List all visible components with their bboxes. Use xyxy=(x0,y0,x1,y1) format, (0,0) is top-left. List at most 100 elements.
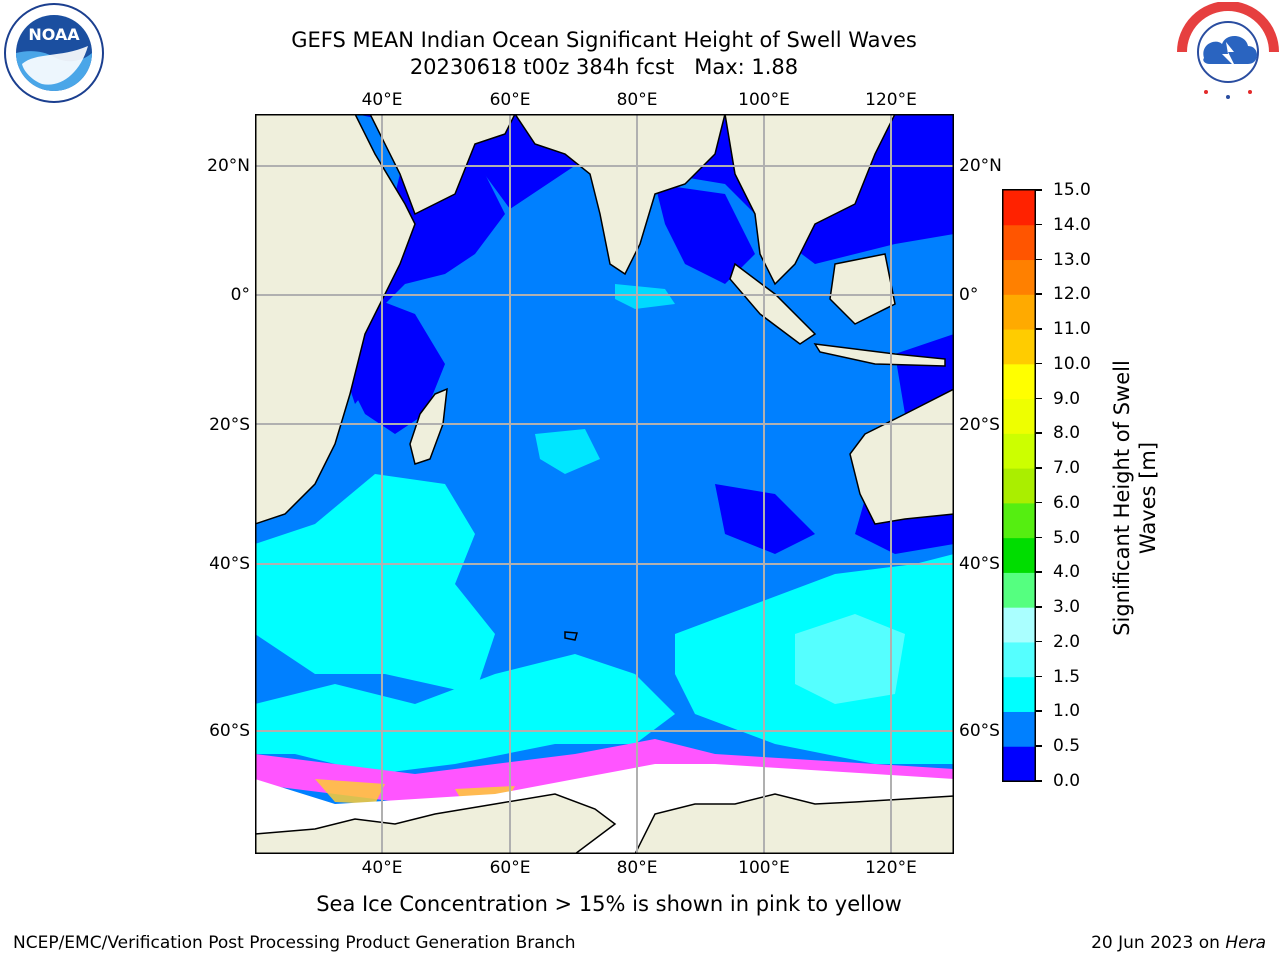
colorbar-segment xyxy=(1003,224,1035,261)
colorbar-tick xyxy=(1036,571,1042,573)
colorbar-tick xyxy=(1036,432,1042,434)
colorbar-label: 9.0 xyxy=(1053,388,1081,409)
india-land xyxy=(514,114,726,276)
colorbar-segment xyxy=(1003,259,1035,295)
sea-ice-note: Sea Ice Concentration > 15% is shown in … xyxy=(316,892,902,916)
swell-band-1-1.5-mid xyxy=(535,429,600,474)
colorbar-segment xyxy=(1003,190,1035,226)
colorbar-tick xyxy=(1036,223,1042,226)
colorbar-label: 14.0 xyxy=(1053,214,1091,235)
footer-host: Hera xyxy=(1225,933,1266,953)
lat-tick-right-60s: 60°S xyxy=(959,721,1000,741)
borneo-land xyxy=(829,253,896,325)
colorbar-title-line2: Waves [m] xyxy=(1136,441,1160,555)
sea-ice-band xyxy=(255,739,954,804)
colorbar-label: 2.0 xyxy=(1053,631,1081,652)
colorbar-label: 11.0 xyxy=(1053,319,1091,340)
colorbar-label: 4.0 xyxy=(1053,562,1081,583)
colorbar-tick xyxy=(1036,467,1042,469)
swell-band-1-1.5-south xyxy=(255,654,675,774)
colorbar-tick xyxy=(1036,501,1042,504)
lon-tick-bottom-80e: 80°E xyxy=(616,858,658,878)
lat-tick-left-20n: 20°N xyxy=(207,156,250,176)
colorbar-segment xyxy=(1003,329,1035,365)
lat-tick-left-60s: 60°S xyxy=(209,721,250,741)
colorbar-segment xyxy=(1003,572,1035,608)
colorbar-label: 13.0 xyxy=(1053,249,1091,270)
australia-land xyxy=(849,388,954,525)
colorbar-tick xyxy=(1036,640,1042,643)
nws-logo-icon xyxy=(1177,2,1279,99)
lon-tick-top-100e: 100°E xyxy=(738,90,790,110)
map-subtitle: 20230618 t00z 384h fcst Max: 1.88 xyxy=(409,55,799,79)
colorbar-segment xyxy=(1003,468,1035,504)
colorbar-tick xyxy=(1036,536,1042,539)
lon-tick-bottom-60e: 60°E xyxy=(489,858,531,878)
colorbar-segment xyxy=(1003,433,1035,469)
colorbar-label: 10.0 xyxy=(1053,353,1091,374)
colorbar-tick xyxy=(1036,745,1042,747)
colorbar-segment xyxy=(1003,641,1035,678)
colorbar-tick xyxy=(1036,362,1042,365)
lat-tick-right-0: 0° xyxy=(959,285,979,305)
colorbar-tick xyxy=(1036,710,1042,712)
colorbar-tick xyxy=(1036,189,1042,191)
lat-tick-right-20n: 20°N xyxy=(959,156,1002,176)
map-title: GEFS MEAN Indian Ocean Significant Heigh… xyxy=(291,28,917,52)
colorbar-segment xyxy=(1003,711,1035,747)
lon-tick-top-40e: 40°E xyxy=(361,90,403,110)
lon-tick-top-80e: 80°E xyxy=(616,90,658,110)
colorbar-tick xyxy=(1036,258,1042,261)
colorbar-frame xyxy=(1002,189,1036,782)
java-land xyxy=(813,343,946,367)
colorbar-segment xyxy=(1003,363,1035,400)
colorbar-label: 6.0 xyxy=(1053,492,1081,513)
colorbar-tick xyxy=(1036,397,1042,400)
lat-tick-left-20s: 20°S xyxy=(209,415,250,435)
colorbar-segment xyxy=(1003,294,1035,330)
colorbar-segment xyxy=(1003,746,1035,782)
colorbar-tick xyxy=(1036,328,1042,330)
lat-tick-left-0: 0° xyxy=(230,285,250,305)
footer-credit: NCEP/EMC/Verification Post Processing Pr… xyxy=(13,933,576,953)
swell-band-1.5-2-southeast xyxy=(795,614,905,704)
colorbar-label: 0.5 xyxy=(1053,736,1081,757)
footer-date-text: 20 Jun 2023 on xyxy=(1091,933,1226,953)
swell-height-map xyxy=(255,114,954,854)
colorbar-tick xyxy=(1036,293,1042,295)
arabia-land xyxy=(369,114,516,216)
colorbar-title-line1: Significant Height of Swell xyxy=(1110,360,1134,636)
southeast-asia-land xyxy=(724,114,896,286)
lat-tick-right-40s: 40°S xyxy=(959,554,1000,574)
lon-tick-bottom-120e: 120°E xyxy=(865,858,917,878)
africa-land xyxy=(255,114,416,525)
colorbar-tick xyxy=(1036,780,1042,782)
madagascar-land xyxy=(409,387,448,465)
lon-tick-top-120e: 120°E xyxy=(865,90,917,110)
lat-tick-left-40s: 40°S xyxy=(209,554,250,574)
colorbar-segment xyxy=(1003,607,1035,643)
colorbar-segment xyxy=(1003,502,1035,539)
colorbar-label: 3.0 xyxy=(1053,597,1081,618)
colorbar-label: 1.5 xyxy=(1053,666,1081,687)
lon-tick-bottom-40e: 40°E xyxy=(361,858,403,878)
kerguelen-island xyxy=(564,631,578,641)
colorbar-label: 12.0 xyxy=(1053,284,1091,305)
noaa-logo-text: NOAA xyxy=(28,25,80,44)
colorbar-label: 7.0 xyxy=(1053,458,1081,479)
swell-band-1-1.5-eq xyxy=(615,284,675,309)
colorbar-segment xyxy=(1003,537,1035,573)
lon-tick-bottom-100e: 100°E xyxy=(738,858,790,878)
colorbar-label: 0.0 xyxy=(1053,771,1081,791)
colorbar-label: 5.0 xyxy=(1053,527,1081,548)
antarctica-land xyxy=(255,793,954,854)
colorbar-segment xyxy=(1003,676,1035,712)
graticule xyxy=(255,114,954,854)
colorbar-tick xyxy=(1036,606,1042,608)
footer-date: 20 Jun 2023 on Hera xyxy=(1091,933,1266,953)
swell-band-1-1.5-southwest xyxy=(255,474,495,694)
colorbar-label: 1.0 xyxy=(1053,701,1081,722)
colorbar-label: 8.0 xyxy=(1053,423,1081,444)
colorbar-tick xyxy=(1036,675,1042,678)
map-frame xyxy=(255,114,954,854)
